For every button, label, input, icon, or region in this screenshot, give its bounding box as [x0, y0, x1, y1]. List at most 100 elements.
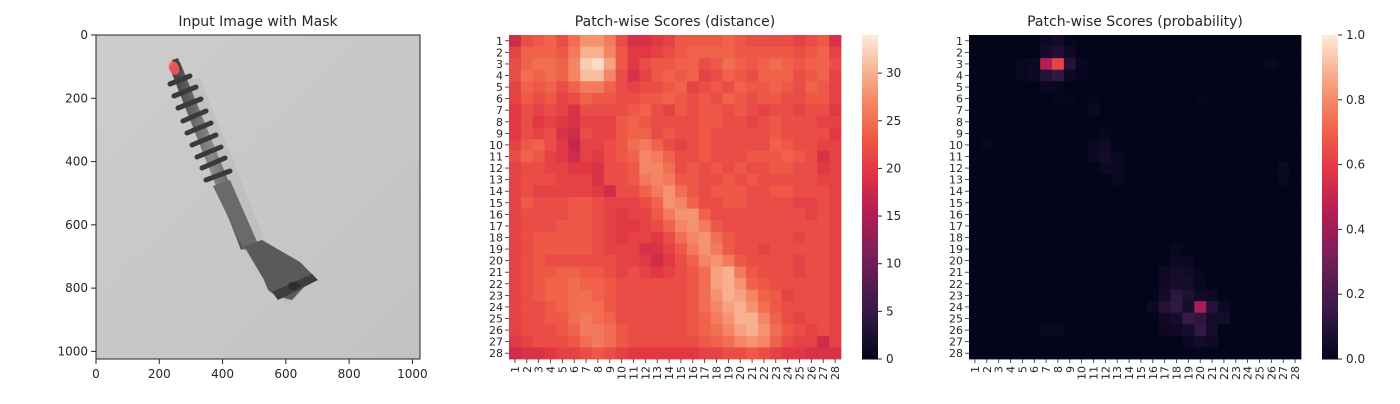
heatmap-cell	[746, 289, 759, 302]
heatmap-cell	[1087, 116, 1100, 128]
heatmap-cell	[758, 289, 771, 302]
heatmap-cell	[1028, 254, 1041, 267]
heatmap-cell	[793, 324, 806, 337]
heatmap-cell	[592, 69, 605, 82]
heatmap-cell	[817, 208, 830, 221]
heatmap-cell	[1158, 220, 1171, 233]
row-tick-label: 25	[949, 313, 963, 326]
heatmap-cell	[639, 254, 652, 267]
heatmap-cell	[520, 173, 534, 186]
heatmap-cell	[639, 312, 652, 325]
heatmap-cell	[639, 301, 652, 314]
heatmap-cell	[805, 127, 818, 140]
heatmap-cell	[509, 58, 522, 71]
heatmap-cell	[1123, 58, 1136, 71]
colorbar-segment	[1322, 67, 1338, 72]
heatmap-cell	[580, 335, 593, 348]
heatmap-cell	[603, 266, 617, 279]
heatmap-cell	[698, 162, 711, 175]
heatmap-cell	[556, 278, 569, 290]
heatmap-cell	[1170, 220, 1183, 233]
heatmap-cell	[1158, 127, 1171, 140]
heatmap-cell	[639, 69, 652, 82]
heatmap-cell	[805, 150, 818, 163]
heatmap-cell	[710, 254, 723, 267]
heatmap-cell	[1052, 46, 1065, 59]
heatmap-cell	[509, 231, 522, 244]
col-tick-label: 14	[1123, 366, 1136, 380]
heatmap-cell	[722, 92, 735, 105]
heatmap-cell	[1052, 335, 1065, 348]
heatmap-cell	[1170, 208, 1183, 221]
heatmap-cell	[627, 312, 640, 325]
row-tick-label: 27	[489, 336, 503, 349]
heatmap-cell	[758, 243, 771, 256]
heatmap-cell	[992, 127, 1005, 140]
colorbar-segment	[862, 338, 878, 344]
heatmap-cell	[1135, 139, 1148, 152]
colorbar-segment	[862, 63, 878, 68]
colorbar-segment	[1322, 221, 1338, 226]
heatmap-cell	[698, 289, 711, 302]
heatmap-cell	[1277, 81, 1290, 94]
heatmap-cell	[639, 46, 652, 59]
heatmap-cell	[1004, 289, 1017, 302]
heatmap-cell	[1206, 116, 1219, 128]
heatmap-cell	[1218, 69, 1231, 82]
heatmap-cell	[1099, 81, 1112, 94]
heatmap-cell	[769, 58, 783, 71]
heatmap-cell	[758, 58, 771, 71]
heatmap-cell	[509, 220, 522, 233]
heatmap-cell	[758, 162, 771, 175]
heatmap-cell	[969, 301, 982, 314]
heatmap-cell	[746, 301, 759, 314]
colorbar-segment	[1322, 43, 1338, 48]
heatmap-cell	[698, 231, 711, 244]
row-tick-label: 23	[489, 289, 503, 302]
heatmap-cell	[1075, 35, 1088, 47]
heatmap-cell	[1218, 208, 1231, 221]
heatmap-cell	[758, 335, 771, 348]
heatmap-cell	[532, 254, 545, 267]
heatmap-cell	[544, 266, 557, 279]
heatmap-cell	[781, 312, 794, 325]
heatmap-cell	[520, 289, 534, 302]
heatmap-cell	[1004, 278, 1017, 290]
heatmap-cell	[722, 266, 735, 279]
heatmap-cell	[1241, 231, 1254, 244]
heatmap-cell	[1087, 58, 1100, 71]
colorbar-segment	[1322, 213, 1338, 218]
heatmap-cell	[1194, 208, 1207, 221]
heatmap-cell	[1158, 92, 1171, 105]
heatmap-cell	[1063, 289, 1077, 302]
heatmap-cell	[1253, 173, 1266, 186]
row-tick-label: 6	[496, 93, 503, 106]
heatmap-cell	[781, 220, 794, 233]
heatmap-cell	[1087, 104, 1100, 117]
heatmap-cell	[520, 104, 534, 117]
col-tick-label: 17	[1159, 366, 1172, 380]
heatmap-cell	[1111, 220, 1124, 233]
heatmap-cell	[1253, 335, 1266, 348]
col-tick-label: 16	[687, 366, 700, 380]
heatmap-cell	[1289, 335, 1302, 348]
heatmap-cell	[615, 301, 628, 314]
heatmap-cell	[615, 266, 628, 279]
colorbar-segment	[1322, 261, 1338, 267]
heatmap-cell	[686, 301, 700, 314]
heatmap-cell	[1111, 35, 1124, 47]
colorbar-segment	[862, 241, 878, 247]
heatmap-cell	[1277, 197, 1290, 209]
heatmap-cell	[992, 116, 1005, 128]
heatmap-cell	[1052, 92, 1065, 105]
heatmap-cell	[580, 139, 593, 152]
probability-heatmap-ticks: 1234567891011121314151617181920212223242…	[949, 35, 1302, 380]
heatmap-cell	[1040, 347, 1053, 360]
heatmap-cell	[1265, 139, 1278, 152]
heatmap-cell	[722, 162, 735, 175]
heatmap-cell	[1277, 185, 1290, 198]
heatmap-cell	[734, 301, 747, 314]
heatmap-cell	[603, 35, 617, 47]
heatmap-cell	[556, 208, 569, 221]
heatmap-cell	[1229, 58, 1243, 71]
